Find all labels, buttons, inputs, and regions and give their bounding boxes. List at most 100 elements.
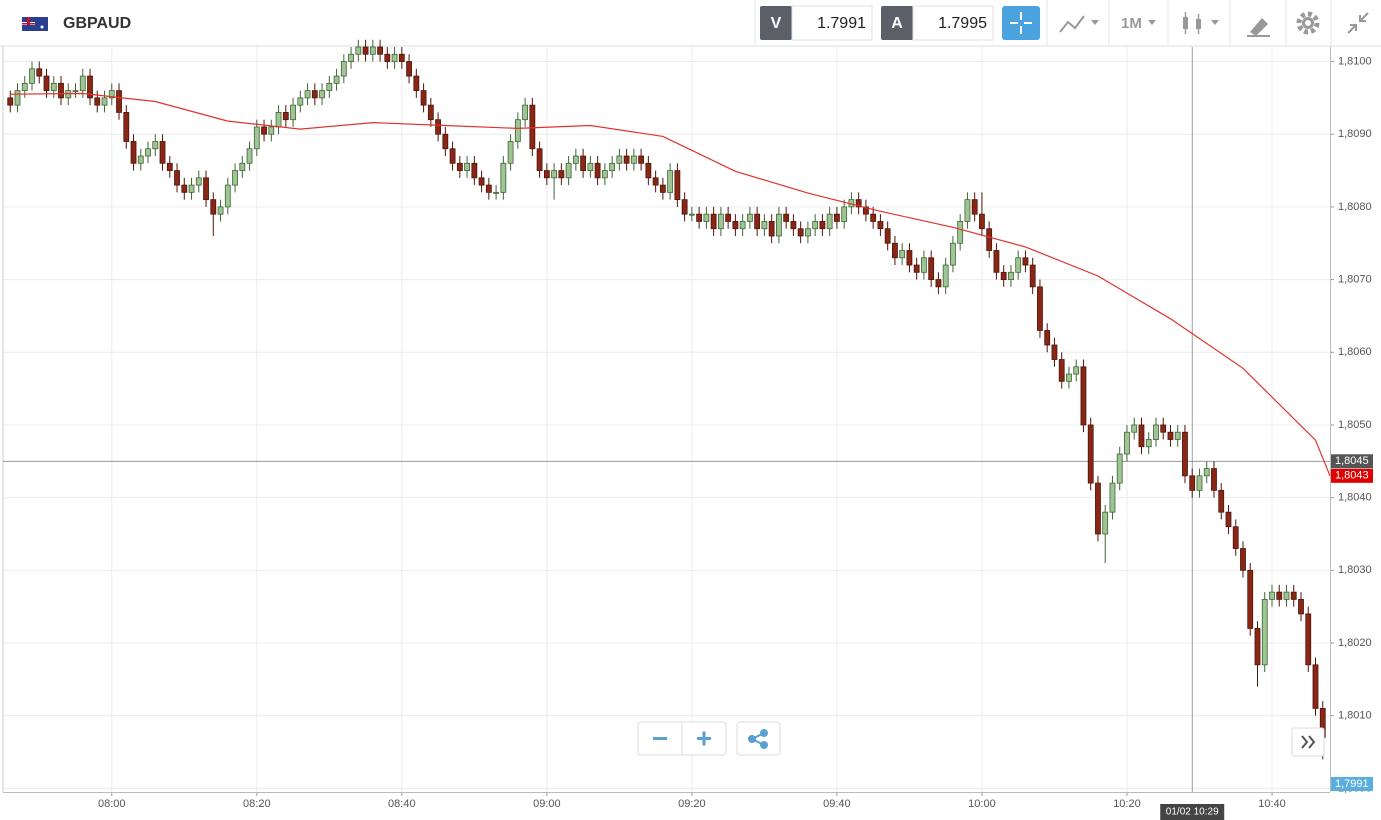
candle-body [543,170,550,179]
candle-body [1058,359,1065,382]
candle-body [645,162,652,179]
candle-body [674,170,681,201]
collapse-button[interactable] [1347,12,1369,34]
flag-stripe [27,17,30,25]
flag-stripe [22,23,35,25]
candle-body [761,221,768,230]
candle-body [1044,330,1051,346]
candle-body [188,184,195,193]
ask-box[interactable] [912,5,994,41]
candle-body [819,221,826,230]
candle-body [174,170,180,186]
symbol: GBPAUD [63,15,131,32]
candle-body [87,75,93,99]
price-marker-label: 1,8043 [1335,470,1369,482]
dropdown-caret [1091,20,1099,25]
candle-body [1037,286,1043,331]
plot: 08:00 08:20 08:40 09:00 09:20 09:40 10:00 10:20… [2,39,1373,820]
candle-body [1240,548,1246,571]
candle-body [551,170,558,179]
candle-body [572,155,579,164]
candle-body [391,53,398,62]
zoom-out-button[interactable] [653,737,667,740]
candle-body [1102,511,1109,535]
ask-badge[interactable] [881,6,913,40]
candle-body [427,104,434,121]
candle-body [565,162,572,179]
candle-body [435,119,441,135]
candle-body [1276,591,1283,600]
candle-body [1095,482,1101,535]
x-tick-label: 08:40 [388,798,416,810]
candle-body [601,170,608,179]
bid-box[interactable] [791,5,873,41]
candle-body [659,184,666,193]
flag-icon [22,17,48,31]
candle-body [304,90,311,99]
candle-body [855,199,862,208]
draw-button[interactable] [1247,18,1270,37]
candle-body [1008,271,1014,280]
y-tick-label: 1,8020 [1338,637,1372,649]
candle-body [384,53,391,62]
candle-body [652,177,659,186]
crosshair-button[interactable] [1002,6,1040,40]
candle-body [464,162,470,171]
candle-body [688,213,695,216]
indicators-button[interactable] [1059,15,1099,33]
price-marker-label: 1,7991 [1335,778,1369,790]
candle-body [957,221,964,244]
candle-body [1283,591,1290,600]
price-marker [1331,454,1373,469]
candle-body [1138,424,1145,448]
candle-body [94,97,101,106]
candle-body [398,53,405,62]
candle-body [58,82,64,99]
candle-body [253,126,260,150]
candle-body [232,170,238,186]
icon-part [1347,24,1357,34]
candle-body [732,221,739,230]
candle-body [261,126,267,135]
timeframe-button[interactable]: 1M [1121,15,1156,32]
icon-part [760,729,768,737]
candle-body [681,199,688,215]
candle-body [746,213,753,222]
ask-label: A [891,15,903,32]
bid-badge[interactable] [760,6,792,40]
candle-body [1160,424,1167,433]
candle-body [1029,264,1036,288]
candle-body [43,75,50,92]
candle-body [1232,526,1239,549]
candle-body [1203,468,1210,477]
candle-body [72,90,79,93]
candle-body [159,141,166,164]
candle-body [1269,591,1275,600]
candle-body [1211,468,1217,491]
candle-body [290,104,296,121]
candle-body [928,257,935,280]
y-tick-label: 1,8070 [1338,273,1372,285]
icon-part [1250,18,1268,36]
price-marker [1331,468,1373,483]
candle-body [638,155,645,164]
candle-body [834,213,840,222]
candle-body [826,213,833,230]
settings-button[interactable] [1296,11,1320,35]
icon-part [1301,735,1309,749]
share-icon [748,729,768,749]
candle-body [906,250,913,266]
candle-body [355,46,362,55]
candle-body [507,141,514,164]
candle-body [471,162,478,179]
candle-body [1051,344,1058,360]
y-tick-label: 1,8010 [1338,710,1372,722]
candle-body [964,199,971,222]
chart-type-button[interactable] [1183,12,1219,34]
candle-body [282,112,289,121]
x-tick-label: 10:00 [968,798,996,810]
dropdown-caret [1148,20,1156,25]
candle-body [1182,431,1188,477]
share-button[interactable] [736,721,781,756]
